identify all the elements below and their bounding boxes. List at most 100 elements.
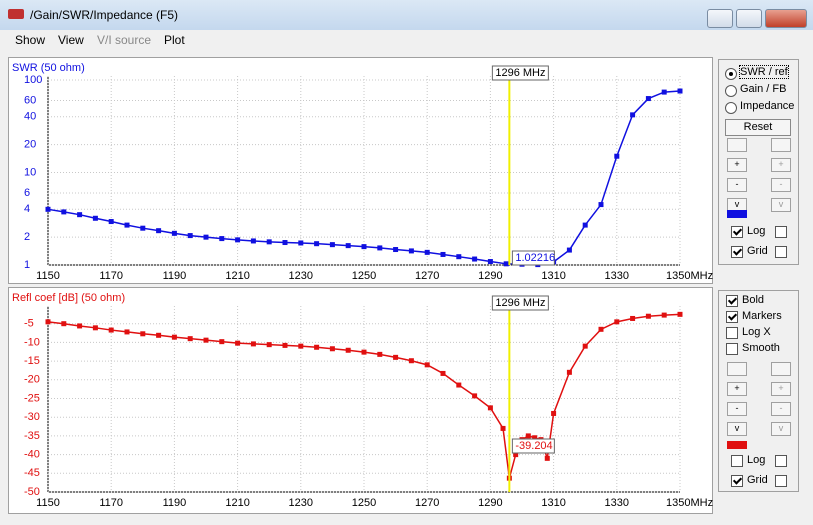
y-tick-label: 2 [24, 231, 30, 243]
data-marker [219, 339, 225, 345]
color-swatch [727, 441, 747, 449]
reset-button[interactable]: Reset [725, 119, 791, 136]
y-tick-label: 4 [24, 203, 30, 215]
close-button[interactable] [765, 9, 807, 28]
checkbox-label: Grid [747, 474, 768, 486]
data-marker [282, 240, 288, 246]
data-marker [377, 351, 383, 357]
checkbox[interactable] [726, 295, 738, 307]
data-marker [500, 425, 506, 431]
radio-label: SWR / ref [739, 65, 789, 79]
checkbox[interactable] [775, 475, 787, 487]
maximize-button[interactable] [736, 9, 762, 28]
readout-label: -39.204 [515, 440, 552, 452]
small-button[interactable]: + [771, 158, 791, 172]
data-marker [298, 343, 304, 349]
data-marker [124, 222, 130, 228]
small-button[interactable] [771, 138, 791, 152]
checkbox[interactable] [775, 246, 787, 258]
radio-button[interactable] [725, 102, 737, 114]
x-tick-label: 1310 [541, 497, 565, 509]
x-tick-label: 1350MHz [666, 497, 713, 509]
checkbox-label: Markers [742, 310, 782, 322]
checkbox[interactable] [726, 311, 738, 323]
data-marker [614, 319, 620, 325]
checkbox[interactable] [726, 327, 738, 339]
data-marker [92, 325, 98, 331]
checkbox[interactable] [731, 226, 743, 238]
x-tick-label: 1290 [478, 497, 502, 509]
app-icon [8, 9, 24, 19]
data-marker [282, 342, 288, 348]
small-button[interactable]: v [727, 422, 747, 436]
data-marker [140, 331, 146, 337]
data-marker [393, 354, 399, 360]
data-marker [630, 315, 636, 321]
y-tick-label: -35 [24, 430, 40, 442]
data-marker [219, 236, 225, 242]
data-marker [472, 256, 478, 262]
small-button[interactable] [727, 138, 747, 152]
checkbox[interactable] [731, 246, 743, 258]
data-marker [513, 452, 519, 458]
y-tick-label: 6 [24, 187, 30, 199]
x-tick-label: 1250 [352, 270, 376, 282]
checkbox[interactable] [731, 475, 743, 487]
menu-item[interactable]: Plot [164, 33, 185, 47]
y-tick-label: -30 [24, 411, 40, 423]
y-tick-label: -15 [24, 355, 40, 367]
data-marker [661, 312, 667, 318]
menu-bar: Show View V/I source Plot [0, 30, 813, 50]
checkbox[interactable] [731, 455, 743, 467]
cursor-label: 1296 MHz [495, 67, 545, 79]
checkbox[interactable] [726, 343, 738, 355]
data-marker [598, 326, 604, 332]
radio-button[interactable] [725, 68, 737, 80]
data-marker [544, 455, 550, 461]
cursor-label-box [491, 65, 549, 81]
data-marker [108, 219, 114, 225]
menu-item[interactable]: V/I source [97, 33, 152, 47]
small-button[interactable]: - [727, 402, 747, 416]
small-button[interactable]: + [727, 382, 747, 396]
small-button[interactable]: v [771, 422, 791, 436]
minimize-button[interactable] [707, 9, 733, 28]
data-marker [456, 382, 462, 388]
data-marker [266, 342, 272, 348]
small-button[interactable]: - [727, 178, 747, 192]
small-button[interactable]: + [727, 158, 747, 172]
readout-box [511, 438, 555, 454]
data-marker [551, 410, 557, 416]
menu-item[interactable]: View [58, 33, 84, 47]
small-button[interactable]: - [771, 402, 791, 416]
y-tick-label: -50 [24, 486, 40, 498]
x-tick-label: 1170 [99, 270, 123, 282]
small-button[interactable] [727, 362, 747, 376]
data-marker [92, 215, 98, 221]
checkbox[interactable] [775, 455, 787, 467]
small-button[interactable] [771, 362, 791, 376]
data-marker [566, 369, 572, 375]
x-tick-label: 1330 [605, 497, 629, 509]
x-tick-label: 1290 [478, 270, 502, 282]
small-button[interactable]: - [771, 178, 791, 192]
checkbox[interactable] [775, 226, 787, 238]
data-marker [171, 334, 177, 340]
checkbox-label: Log X [742, 326, 771, 338]
x-tick-label: 1190 [163, 270, 187, 282]
control-panel: SWR / ref Gain / FB Impedance Reset + - v + - v Lo… [718, 59, 799, 265]
data-marker [203, 337, 209, 343]
menu-item[interactable]: Show [15, 33, 46, 47]
y-tick-label: 100 [24, 74, 42, 86]
radio-button[interactable] [725, 85, 737, 97]
data-marker [77, 323, 83, 329]
x-tick-label: 1270 [415, 270, 439, 282]
data-marker [45, 319, 51, 325]
data-marker [124, 329, 130, 335]
small-button[interactable]: + [771, 382, 791, 396]
checkbox-label: Bold [742, 294, 765, 306]
small-button[interactable]: v [771, 198, 791, 212]
data-marker [250, 238, 256, 244]
data-marker [440, 251, 446, 257]
